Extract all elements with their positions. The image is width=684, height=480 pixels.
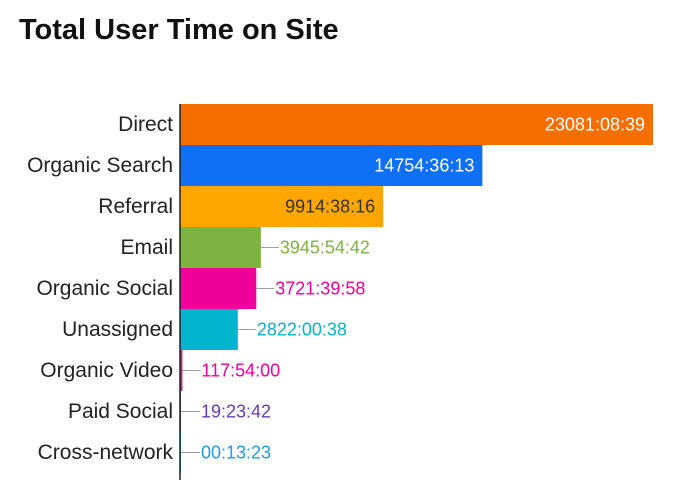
value-label-1: 14754:36:13	[374, 156, 474, 176]
bar-1	[180, 145, 483, 186]
category-label-2: Referral	[98, 195, 173, 218]
category-label-1: Organic Search	[27, 154, 173, 177]
bar-4	[180, 268, 257, 309]
value-label-2: 9914:38:16	[285, 197, 375, 217]
bar-3	[180, 227, 261, 268]
category-label-4: Organic Social	[36, 277, 173, 300]
category-label-0: Direct	[118, 113, 173, 136]
category-label-3: Email	[120, 236, 173, 259]
category-label-8: Cross-network	[38, 441, 174, 464]
bar-0	[180, 104, 653, 145]
value-label-8: 00:13:23	[201, 443, 271, 463]
value-label-0: 23081:08:39	[545, 115, 645, 135]
value-label-7: 19:23:42	[201, 402, 271, 422]
value-label-6: 117:54:00	[201, 361, 280, 381]
bar-5	[180, 309, 238, 350]
category-label-6: Organic Video	[40, 359, 173, 382]
value-label-4: 3721:39:58	[275, 279, 365, 299]
bar-2	[180, 186, 384, 227]
category-label-5: Unassigned	[62, 318, 173, 341]
chart-title: Total User Time on Site	[19, 14, 339, 46]
value-label-5: 2822:00:38	[257, 320, 347, 340]
value-label-3: 3945:54:42	[280, 238, 370, 258]
bar-6	[180, 350, 183, 391]
category-label-7: Paid Social	[68, 400, 173, 423]
